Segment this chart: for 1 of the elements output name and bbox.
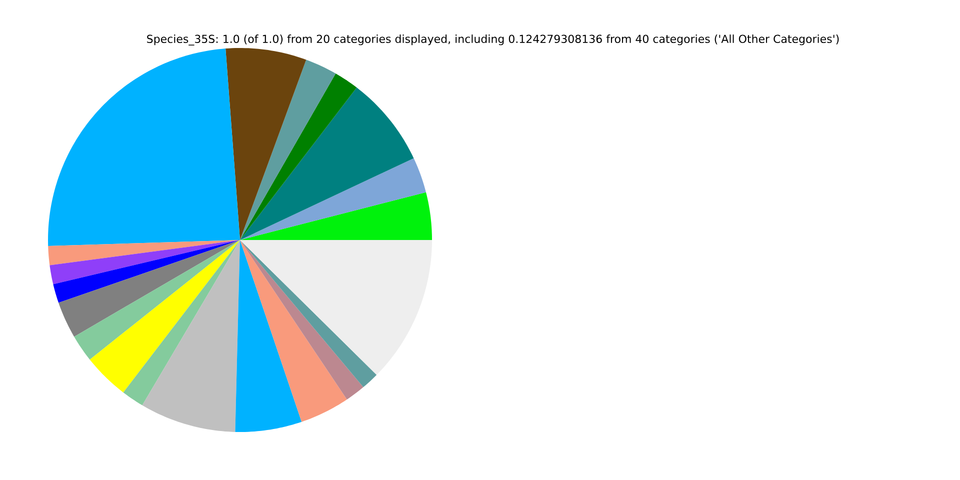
text: Species_35S: 1.0 (of 1.0) from 20 categories displayed, including 0.124279308136 from 40 categories ('All Other Categories') <box>147 34 839 46</box>
